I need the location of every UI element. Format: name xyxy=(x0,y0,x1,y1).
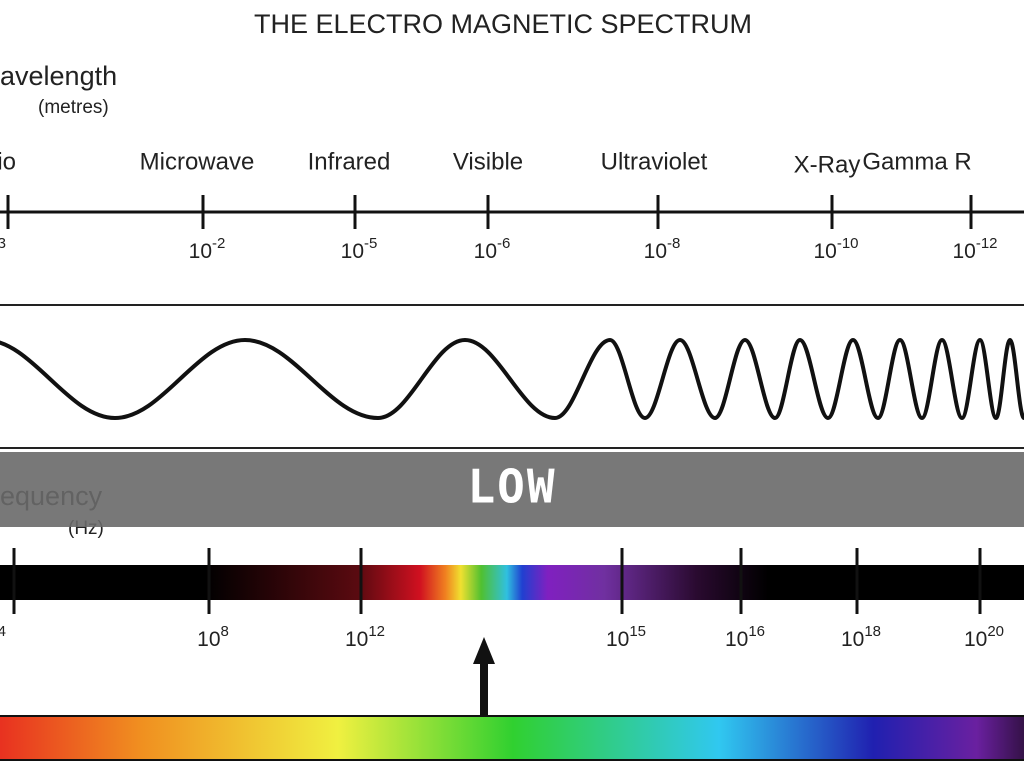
frequency-tick-label: 04 xyxy=(0,623,6,651)
tick-base: 10 xyxy=(813,240,836,263)
wavelength-tick-label: 10-8 xyxy=(644,235,681,263)
wavelength-tick-label: 10-10 xyxy=(813,235,858,263)
tick-exp: 3 xyxy=(0,235,6,252)
band-label: dio xyxy=(0,148,16,175)
tick-exp: -12 xyxy=(976,235,998,252)
band-label: Ultraviolet xyxy=(601,148,708,175)
band-label: X-Ray xyxy=(794,151,861,178)
wavelength-tick-label: 10-2 xyxy=(189,235,226,263)
wavelength-label: avelength xyxy=(0,61,117,91)
tick-base: 10 xyxy=(841,628,864,651)
frequency-tick-label: 1012 xyxy=(345,623,385,651)
tick-base: 10 xyxy=(197,628,220,651)
frequency-bar xyxy=(0,565,1024,600)
frequency-tick-label: 1020 xyxy=(964,623,1004,651)
frequency-tick-label: 108 xyxy=(197,623,229,651)
wavelength-tick-label: 10-12 xyxy=(952,235,997,263)
tick-exp: 16 xyxy=(748,623,765,640)
tick-base: 10 xyxy=(964,628,987,651)
banner-text: LOW xyxy=(467,460,556,514)
tick-exp: 4 xyxy=(0,623,6,640)
tick-base: 10 xyxy=(474,240,497,263)
wave xyxy=(0,337,1024,421)
tick-base: 10 xyxy=(341,240,364,263)
banner xyxy=(0,452,1024,527)
tick-exp: 12 xyxy=(368,623,385,640)
frequency-tick-label: 1015 xyxy=(606,623,646,651)
band-label: Microwave xyxy=(140,148,255,175)
tick-base: 10 xyxy=(345,628,368,651)
band-label: Infrared xyxy=(308,148,391,175)
tick-exp: -6 xyxy=(497,235,510,252)
tick-exp: 8 xyxy=(221,623,229,640)
wavelength-tick-label: 10-6 xyxy=(474,235,511,263)
tick-base: 10 xyxy=(189,240,212,263)
wavelength-tick-label: 03 xyxy=(0,235,6,263)
tick-base: 10 xyxy=(952,240,975,263)
band-label: Gamma R xyxy=(862,148,971,175)
wavelength-unit: (metres) xyxy=(38,97,109,118)
tick-exp: 18 xyxy=(864,623,881,640)
tick-exp: 15 xyxy=(629,623,646,640)
tick-base: 10 xyxy=(644,240,667,263)
tick-base: 10 xyxy=(606,628,629,651)
wavelength-tick-label: 10-5 xyxy=(341,235,378,263)
tick-exp: -8 xyxy=(667,235,680,252)
frequency-tick-label: 1018 xyxy=(841,623,881,651)
labels: dio Microwave Infrared Visible Ultraviolet X-… xyxy=(0,148,1004,650)
title: THE ELECTRO MAGNETIC SPECTRUM xyxy=(254,9,752,39)
tick-exp: -2 xyxy=(212,235,225,252)
tick-base: 10 xyxy=(725,628,748,651)
tick-exp: 20 xyxy=(987,623,1004,640)
band-label: Visible xyxy=(453,148,523,175)
visible-spectrum xyxy=(0,715,1024,761)
tick-exp: -5 xyxy=(364,235,377,252)
tick-exp: -10 xyxy=(837,235,859,252)
frequency-tick-label: 1016 xyxy=(725,623,765,651)
arrow-head xyxy=(473,637,495,664)
